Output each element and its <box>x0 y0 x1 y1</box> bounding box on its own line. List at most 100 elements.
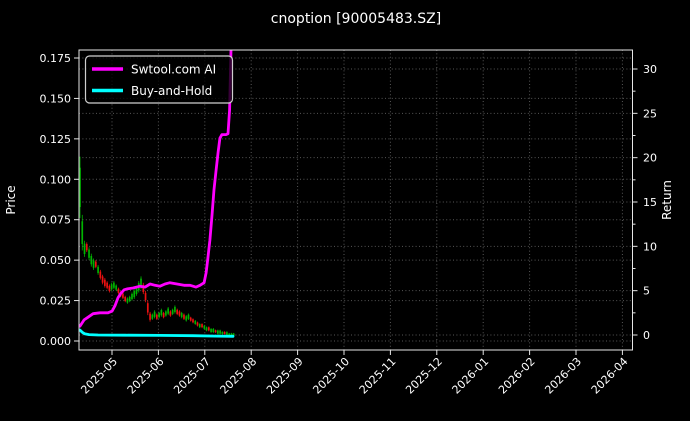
candle-body <box>167 308 169 314</box>
candle-body <box>158 313 160 318</box>
x-tick-label: 2026-02 <box>496 355 538 397</box>
candlestick-series <box>79 156 235 337</box>
x-tick-label: 2026-03 <box>542 355 584 397</box>
candle-body <box>210 328 212 333</box>
y-axis-label-left: Price <box>4 185 18 214</box>
plot-area <box>79 50 235 338</box>
legend-label-ai: Swtool.com AI <box>131 63 216 77</box>
candle-body <box>131 293 133 300</box>
candle-body <box>203 325 206 329</box>
candle-body <box>180 313 183 318</box>
candle-body <box>187 314 190 319</box>
candle-body <box>128 296 131 302</box>
candle-body <box>155 314 158 319</box>
candle-body <box>144 292 147 301</box>
candle-body <box>226 332 228 336</box>
return-tick-label: 5 <box>643 285 650 298</box>
candle-body <box>183 314 185 319</box>
price-tick-label: 0.100 <box>40 173 72 186</box>
x-tick-label: 2026-04 <box>589 355 631 397</box>
candle-body <box>189 317 192 321</box>
candle-body <box>151 314 154 319</box>
candle-body <box>110 284 113 290</box>
candle-body <box>122 293 124 298</box>
candle-body <box>198 324 201 328</box>
candle-body <box>126 298 129 303</box>
y-axis-label-right: Return <box>660 180 674 220</box>
candle-body <box>212 328 215 333</box>
candle-body <box>146 303 149 313</box>
candle-body <box>221 331 224 334</box>
candle-body <box>133 290 136 298</box>
candle-body <box>169 311 172 316</box>
candle-body <box>228 333 231 336</box>
candle-body <box>214 330 217 333</box>
candle-body <box>194 320 197 324</box>
x-tick-label: 2025-06 <box>125 355 167 397</box>
chart-title: cnoption [90005483.SZ] <box>271 11 441 27</box>
candle-body <box>171 309 174 314</box>
candle-body <box>113 282 115 288</box>
ai-return-line <box>79 50 233 328</box>
candle-body <box>230 333 233 336</box>
plot-border <box>78 49 633 351</box>
candle-body <box>196 322 199 326</box>
candle-body <box>149 313 151 320</box>
candle-body <box>176 309 179 314</box>
candle-body <box>223 331 226 334</box>
buy-and-hold-line <box>79 328 235 338</box>
candle-body <box>124 296 127 302</box>
chart-render-root: Swtool.com AI Buy-and-Hold 0.000 0.025 0.050… <box>40 49 657 397</box>
price-tick-label: 0.125 <box>40 133 72 146</box>
x-tick-label: 2025-05 <box>78 355 120 397</box>
legend-label-buy-and-hold: Buy-and-Hold <box>131 84 212 98</box>
candle-body <box>108 285 111 292</box>
candle-body <box>104 279 106 286</box>
candle-body <box>205 327 208 331</box>
legend: Swtool.com AI Buy-and-Hold <box>84 55 234 104</box>
candle-body <box>135 287 138 294</box>
x-tick-label: 2025-08 <box>218 355 260 397</box>
candle-body <box>106 282 108 288</box>
candle-body <box>92 260 95 268</box>
candle-body <box>94 261 97 267</box>
price-tick-label: 0.050 <box>40 254 72 267</box>
price-tick-label: 0.175 <box>40 52 72 65</box>
candle-body <box>219 330 221 334</box>
x-tick-label: 2025-07 <box>171 355 213 397</box>
candle-body <box>115 285 118 290</box>
candle-body <box>185 316 188 321</box>
candle-body <box>142 284 145 293</box>
candle-body <box>217 330 219 334</box>
candle-body <box>153 311 156 317</box>
candle-body <box>140 278 142 287</box>
candle-body <box>174 306 176 313</box>
return-tick-label: 0 <box>643 329 650 342</box>
candle-body <box>232 333 235 336</box>
candle-body <box>90 256 93 265</box>
candle-body <box>165 311 167 316</box>
candle-body <box>85 244 88 251</box>
return-tick-label: 25 <box>643 107 657 120</box>
x-tick-label: 2026-01 <box>450 355 492 397</box>
candle-body <box>79 167 81 208</box>
x-tick-label: 2025-12 <box>403 355 445 397</box>
x-tick-label: 2025-11 <box>357 355 399 397</box>
candle-body <box>101 276 104 283</box>
price-tick-label: 0.000 <box>40 335 72 348</box>
candle-body <box>83 243 86 254</box>
candle-body <box>162 313 165 318</box>
return-tick-label: 30 <box>643 63 657 76</box>
candle-body <box>88 249 90 258</box>
candle-body <box>160 310 163 316</box>
return-tick-label: 20 <box>643 152 657 165</box>
return-tick-label: 15 <box>643 196 657 209</box>
price-tick-label: 0.025 <box>40 295 72 308</box>
candle-body <box>81 221 84 245</box>
price-tick-label: 0.075 <box>40 214 72 227</box>
price-tick-label: 0.150 <box>40 92 72 105</box>
x-tick-label: 2025-09 <box>264 355 306 397</box>
candle-body <box>117 288 120 293</box>
